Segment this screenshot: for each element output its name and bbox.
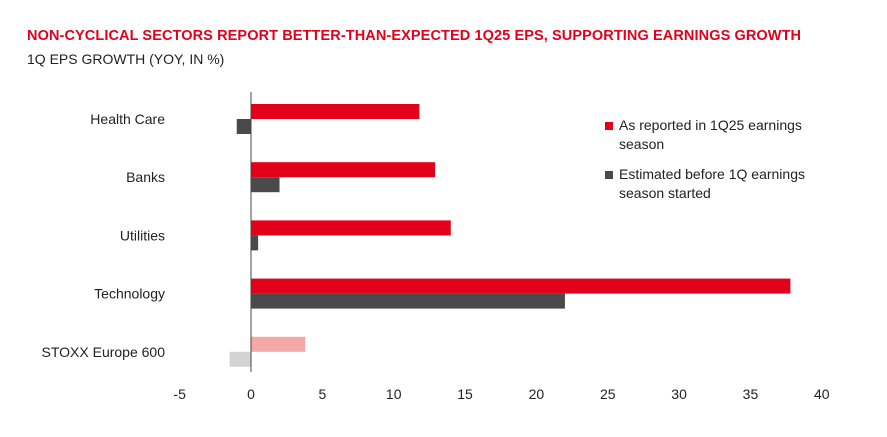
x-tick-label-20: 20: [529, 386, 545, 402]
bar-stoxx-europe-600-reported: [251, 336, 306, 352]
legend-item-reported: As reported in 1Q25 earnings season: [605, 116, 845, 154]
category-label-stoxx-europe-600: STOXX Europe 600: [42, 344, 166, 360]
x-tick-label-30: 30: [671, 386, 687, 402]
x-tick-label-25: 25: [600, 386, 616, 402]
bar-technology-estimated: [251, 293, 565, 309]
legend-item-estimated: Estimated before 1Q earnings season star…: [605, 165, 845, 203]
legend-swatch-estimated: [605, 171, 613, 179]
legend-label-estimated: Estimated before 1Q earnings season star…: [619, 166, 805, 201]
category-label-technology: Technology: [94, 286, 165, 302]
chart-subtitle: 1Q EPS GROWTH (YOY, IN %): [27, 51, 225, 67]
legend-swatch-reported: [605, 122, 613, 130]
x-tick-label-15: 15: [457, 386, 473, 402]
x-tick-label-neg5: -5: [173, 386, 186, 402]
legend-label-reported: As reported in 1Q25 earnings season: [619, 117, 802, 152]
chart-legend: As reported in 1Q25 earnings season Esti…: [605, 116, 845, 214]
category-label-utilities: Utilities: [120, 227, 165, 243]
x-tick-label-35: 35: [743, 386, 759, 402]
bar-health-care-reported: [251, 104, 420, 119]
category-label-health-care: Health Care: [90, 111, 165, 127]
bar-utilities-estimated: [251, 235, 259, 251]
x-tick-label-5: 5: [318, 386, 326, 402]
bar-banks-reported: [251, 162, 436, 178]
x-tick-label-10: 10: [386, 386, 402, 402]
bar-banks-estimated: [251, 177, 280, 193]
x-tick-label-0: 0: [247, 386, 255, 402]
x-tick-label-40: 40: [814, 386, 830, 402]
category-label-banks: Banks: [126, 169, 165, 185]
bar-health-care-estimated: [236, 119, 251, 134]
bar-utilities-reported: [251, 220, 451, 236]
chart-title: NON-CYCLICAL SECTORS REPORT BETTER-THAN-…: [27, 28, 802, 44]
bar-technology-reported: [251, 278, 791, 294]
bar-stoxx-europe-600-estimated: [229, 351, 251, 367]
